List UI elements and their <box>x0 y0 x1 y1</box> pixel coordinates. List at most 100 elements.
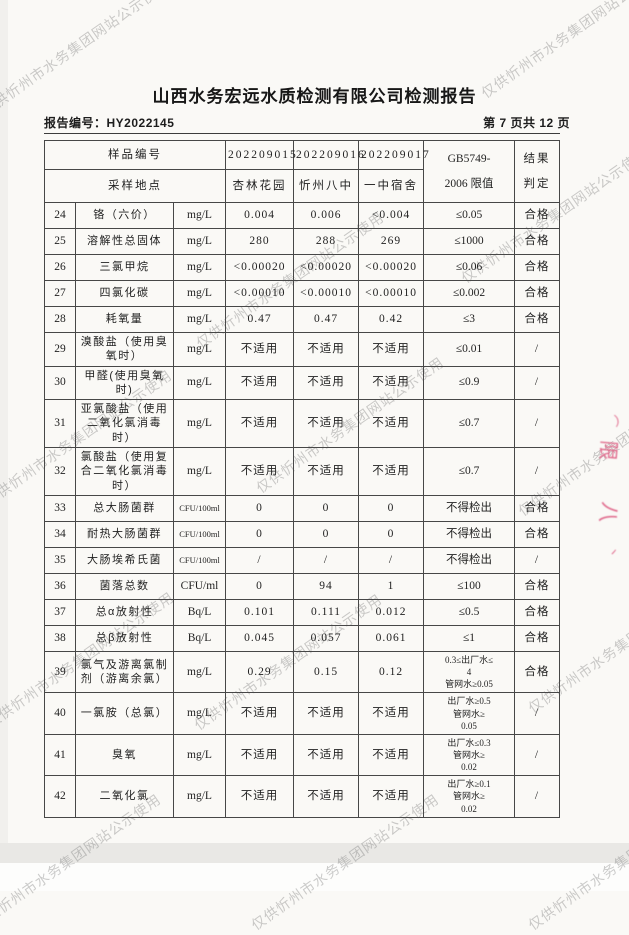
cell-item-no: 35 <box>44 546 76 574</box>
cell-unit: mg/L <box>172 447 227 496</box>
cell-value: 0.47 <box>225 306 295 333</box>
header-location-1: 杏林花园 <box>225 169 295 203</box>
cell-unit: CFU/100ml <box>172 494 227 522</box>
header-location-3: 一中宿舍 <box>358 169 425 203</box>
cell-value: 不适用 <box>293 692 360 735</box>
table-row: 37 总α放射性 Bq/L 0.101 0.111 0.012 ≤0.5 合格 <box>44 598 561 626</box>
cell-unit: mg/L <box>172 733 227 777</box>
cell-unit: mg/L <box>172 332 227 367</box>
cell-value: <0.00010 <box>225 280 295 307</box>
table-row: 38 总β放射性 Bq/L 0.045 0.057 0.061 ≤1 合格 <box>44 624 561 652</box>
table-row: 39 氯气及游离氯制剂（游离余氯） mg/L 0.29 0.15 0.12 0.3≤出厂水≤… <box>44 650 561 694</box>
cell-result: / <box>514 365 561 401</box>
cell-limit: 不得检出 <box>423 546 516 574</box>
cell-result: / <box>514 546 561 574</box>
cell-value: <0.00010 <box>358 280 425 307</box>
header-location-2: 忻州八中 <box>293 169 360 203</box>
cell-limit: ≤3 <box>423 306 516 333</box>
cell-value: 不适用 <box>293 447 360 496</box>
cell-unit: mg/L <box>172 399 227 449</box>
cell-unit: Bq/L <box>172 624 227 652</box>
cell-value: 0.12 <box>358 650 425 694</box>
report-meta-row: 报告编号：HY2022145 第 7 页共 12 页 <box>44 114 570 131</box>
result-header-line2: 判定 <box>523 177 551 190</box>
table-row: 24 铬（六价） mg/L 0.004 0.006 <0.004 ≤0.05 合格 <box>44 202 561 229</box>
cell-limit: ≤0.5 <box>423 598 516 626</box>
page-indicator: 第 7 页共 12 页 <box>483 116 570 130</box>
cell-result: / <box>514 332 561 367</box>
cell-unit: mg/L <box>172 254 227 281</box>
cell-value: 不适用 <box>293 332 360 367</box>
cell-item-name: 一氯胺（总氯） <box>75 692 174 735</box>
cell-limit: 出厂水≥0.1 管网水≥ 0.02 <box>423 775 516 818</box>
cell-item-no: 41 <box>44 733 76 777</box>
cell-value: 不适用 <box>358 692 425 735</box>
cell-value: / <box>358 546 425 574</box>
cell-item-no: 36 <box>44 572 76 600</box>
cell-item-name: 四氯化碳 <box>75 280 174 307</box>
cell-item-no: 39 <box>44 650 76 694</box>
cell-item-name: 耐热大肠菌群 <box>75 520 174 548</box>
cell-item-no: 33 <box>44 494 76 522</box>
cell-unit: mg/L <box>172 365 227 401</box>
cell-value: 不适用 <box>225 399 295 449</box>
cell-result: 合格 <box>514 598 561 626</box>
cell-item-no: 34 <box>44 520 76 548</box>
cell-value: 不适用 <box>293 365 360 401</box>
cell-item-name: 大肠埃希氏菌 <box>75 546 174 574</box>
cell-result: 合格 <box>514 254 561 281</box>
cell-unit: CFU/100ml <box>172 546 227 574</box>
cell-limit: ≤1000 <box>423 228 516 255</box>
cell-unit: CFU/ml <box>172 572 227 600</box>
cell-value: 0 <box>358 494 425 522</box>
cell-value: 不适用 <box>358 775 425 818</box>
table-row: 26 三氯甲烷 mg/L <0.00020 <0.00020 <0.00020 ≤0.06 合… <box>44 254 561 281</box>
cell-item-name: 铬（六价） <box>75 202 174 229</box>
cell-unit: mg/L <box>172 775 227 818</box>
cell-value: 0.061 <box>358 624 425 652</box>
cell-item-no: 24 <box>44 202 76 229</box>
limit-header-line1: GB5749- <box>447 152 491 165</box>
cell-value: 不适用 <box>358 332 425 367</box>
report-number: 报告编号：HY2022145 <box>44 116 175 130</box>
cell-limit: ≤0.7 <box>423 447 516 496</box>
cell-value: <0.00020 <box>293 254 360 281</box>
cell-value: <0.00020 <box>225 254 295 281</box>
table-row: 27 四氯化碳 mg/L <0.00010 <0.00010 <0.00010 ≤0.002… <box>44 280 561 307</box>
cell-result: 合格 <box>514 202 561 229</box>
cell-limit: 不得检出 <box>423 494 516 522</box>
cell-unit: mg/L <box>172 228 227 255</box>
cell-item-no: 26 <box>44 254 76 281</box>
cell-unit: mg/L <box>172 280 227 307</box>
table-row: 25 溶解性总固体 mg/L 280 288 269 ≤1000 合格 <box>44 228 561 255</box>
cell-value: 不适用 <box>225 332 295 367</box>
cell-value: 0.42 <box>358 306 425 333</box>
cell-value: 0.111 <box>293 598 360 626</box>
header-sample-id-3: 202209017 <box>358 140 429 170</box>
limit-header-line2: 2006 限值 <box>444 177 494 190</box>
cell-result: / <box>514 399 561 449</box>
header-sample-id-2: 202209016 <box>293 140 364 170</box>
cell-value: 0 <box>293 520 360 548</box>
cell-limit: ≤0.002 <box>423 280 516 307</box>
header-result-column: 结果 判定 <box>514 140 561 203</box>
cell-item-name: 总β放射性 <box>75 624 174 652</box>
scan-edge-left <box>0 0 8 843</box>
results-tbody: 24 铬（六价） mg/L 0.004 0.006 <0.004 ≤0.05 合格 25 溶解性总… <box>44 202 561 818</box>
table-row: 30 甲醛(使用臭氧时) mg/L 不适用 不适用 不适用 ≤0.9/ <box>44 365 561 401</box>
cell-value: / <box>225 546 295 574</box>
cell-value: 不适用 <box>358 399 425 449</box>
cell-item-name: 三氯甲烷 <box>75 254 174 281</box>
cell-limit: 出厂水≥0.5 管网水≥ 0.05 <box>423 692 516 735</box>
cell-value: 0.012 <box>358 598 425 626</box>
cell-value: 不适用 <box>293 399 360 449</box>
cell-result: 合格 <box>514 520 561 548</box>
cell-value: 0 <box>225 520 295 548</box>
cell-value: 269 <box>358 228 425 255</box>
cell-result: / <box>514 775 561 818</box>
table-row: 33 总大肠菌群 CFU/100ml 0 0 0 不得检出 合格 <box>44 494 561 522</box>
cell-limit: ≤0.06 <box>423 254 516 281</box>
cell-item-name: 菌落总数 <box>75 572 174 600</box>
table-row: 35 大肠埃希氏菌 CFU/100ml / / / 不得检出 / <box>44 546 561 574</box>
cell-value: 0.045 <box>225 624 295 652</box>
